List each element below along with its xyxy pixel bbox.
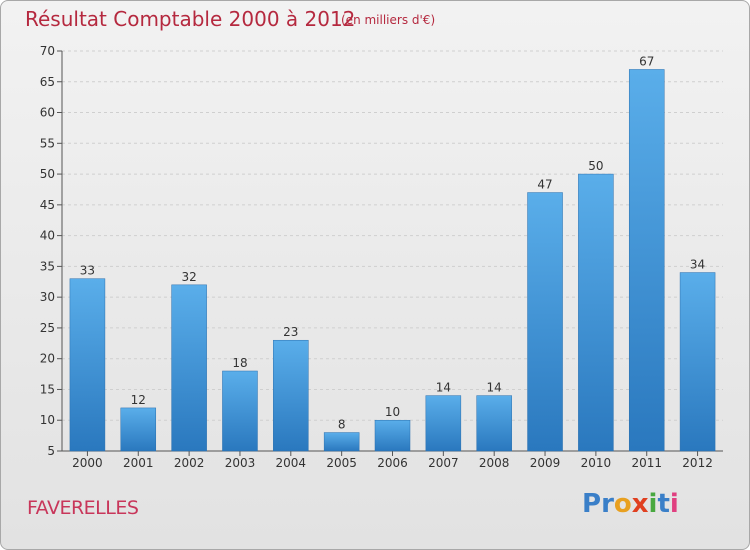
bar-value-label: 23 [283, 325, 298, 339]
bar [120, 407, 157, 452]
bars: 33 12 32 18 23 8 10 14 14 47 50 67 34 [69, 54, 716, 452]
x-tick-label: 2000 [72, 456, 103, 470]
bar [679, 272, 716, 452]
proxiti-logo: Proxiti [582, 489, 679, 519]
bar [273, 339, 309, 452]
gridlines [62, 50, 723, 452]
y-tick-label: 65 [40, 75, 55, 89]
chart-title: Résultat Comptable 2000 à 2012 [25, 7, 356, 31]
bar [69, 278, 106, 452]
y-tick-label: 35 [40, 259, 55, 273]
y-tick-label: 50 [40, 167, 55, 181]
axes: 5 10 15 20 25 30 35 40 45 50 55 60 65 70 2000 2001 2002 2… [40, 44, 723, 470]
y-tick-label: 10 [40, 413, 55, 427]
x-tick-label: 2006 [377, 456, 408, 470]
bar-value-label: 33 [80, 264, 95, 278]
y-tick-label: 40 [40, 229, 55, 243]
bar-value-label: 10 [385, 405, 400, 419]
x-tick-label: 2011 [631, 456, 662, 470]
x-tick-label: 2008 [479, 456, 510, 470]
y-tick-label: 30 [40, 290, 55, 304]
x-tick-label: 2007 [428, 456, 459, 470]
logo-letter: i [648, 489, 658, 519]
x-tick-label: 2003 [225, 456, 256, 470]
x-tick-label: 2001 [123, 456, 154, 470]
bar [527, 192, 563, 452]
y-tick-label: 25 [40, 321, 55, 335]
x-tick-label: 2012 [682, 456, 713, 470]
bar-value-label: 67 [639, 54, 654, 68]
logo-letter: i [669, 489, 679, 519]
x-tick-label: 2009 [530, 456, 561, 470]
y-tick-label: 45 [40, 198, 55, 212]
commune-name: FAVERELLES [27, 497, 139, 519]
bar [476, 395, 512, 452]
bar [222, 370, 258, 452]
x-tick-label: 2010 [581, 456, 612, 470]
bar-value-label: 50 [588, 159, 603, 173]
y-tick-label: 15 [40, 382, 55, 396]
bar-value-label: 14 [436, 381, 451, 395]
chart-subtitle: (en milliers d'€) [341, 13, 436, 27]
bar-value-label: 32 [181, 270, 196, 284]
logo-letter: o [613, 489, 632, 519]
bar [374, 419, 411, 452]
bar [323, 432, 360, 452]
y-tick-label: 60 [40, 106, 55, 120]
y-tick-label: 20 [40, 352, 55, 366]
x-tick-label: 2002 [174, 456, 205, 470]
bar [425, 395, 462, 452]
bar-value-label: 18 [232, 356, 247, 370]
bar [628, 69, 665, 452]
bar-value-label: 47 [537, 178, 552, 192]
x-tick-label: 2004 [276, 456, 307, 470]
bar-value-label: 8 [338, 418, 346, 432]
bar [171, 284, 207, 452]
logo-letter: P [582, 489, 602, 519]
logo-letter: t [657, 489, 670, 519]
logo-letter: x [631, 489, 649, 519]
bar-value-label: 34 [690, 258, 705, 272]
bar-value-label: 12 [131, 393, 146, 407]
y-tick-label: 5 [47, 444, 55, 458]
y-tick-label: 55 [40, 136, 55, 150]
x-tick-label: 2005 [326, 456, 357, 470]
logo-letter: r [601, 489, 614, 519]
y-tick-label: 70 [40, 44, 55, 58]
bar [578, 173, 614, 452]
bar-value-label: 14 [487, 381, 502, 395]
